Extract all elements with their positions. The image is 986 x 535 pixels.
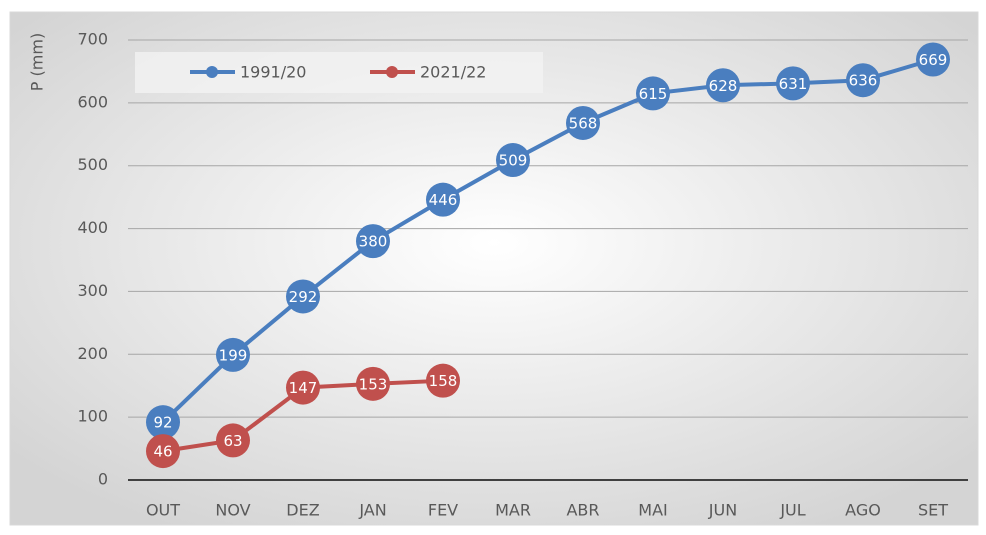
marker	[426, 363, 460, 398]
data-label: 631	[779, 75, 808, 93]
legend-marker	[386, 66, 398, 78]
data-label: 636	[849, 72, 878, 90]
marker	[216, 337, 250, 372]
x-tick-label: SET	[918, 501, 948, 520]
data-label: 615	[639, 85, 668, 103]
data-label: 46	[153, 443, 172, 461]
data-label: 199	[219, 346, 248, 364]
data-label: 509	[499, 152, 528, 170]
marker	[286, 279, 320, 314]
y-tick-label: 500	[77, 155, 108, 174]
x-tick-label: NOV	[215, 501, 250, 520]
data-label: 446	[429, 191, 458, 209]
x-tick-label: OUT	[146, 501, 180, 520]
x-tick-label: JAN	[358, 501, 386, 520]
x-tick-label: JUL	[779, 501, 805, 520]
data-label: 63	[223, 432, 242, 450]
marker	[356, 224, 390, 259]
y-tick-label: 700	[77, 30, 108, 49]
marker	[286, 370, 320, 405]
legend-label: 2021/22	[420, 63, 486, 82]
marker	[846, 63, 880, 98]
marker	[566, 105, 600, 140]
y-tick-label: 400	[77, 218, 108, 237]
marker	[496, 143, 530, 178]
data-label: 158	[429, 372, 458, 390]
marker	[146, 434, 180, 469]
data-label: 628	[709, 77, 738, 95]
data-label: 92	[153, 414, 172, 432]
marker	[216, 423, 250, 458]
x-tick-label: DEZ	[286, 501, 319, 520]
data-label: 153	[359, 375, 388, 393]
marker	[706, 68, 740, 103]
marker	[356, 366, 390, 401]
x-tick-label: FEV	[428, 501, 458, 520]
data-label: 669	[919, 51, 948, 69]
x-tick-label: MAR	[495, 501, 531, 520]
data-label: 380	[359, 233, 388, 251]
y-tick-label: 0	[98, 470, 108, 489]
marker	[636, 76, 670, 111]
data-label: 292	[289, 288, 318, 306]
legend-marker	[206, 66, 218, 78]
y-axis-label: P (mm)	[28, 33, 47, 91]
y-tick-label: 200	[77, 344, 108, 363]
marker	[776, 66, 810, 101]
y-tick-label: 300	[77, 281, 108, 300]
marker	[426, 182, 460, 217]
y-tick-label: 100	[77, 407, 108, 426]
y-tick-label: 600	[77, 92, 108, 111]
data-label: 568	[569, 114, 598, 132]
marker	[146, 405, 180, 440]
x-tick-label: JUN	[708, 501, 737, 520]
data-label: 147	[289, 379, 318, 397]
x-tick-label: ABR	[566, 501, 599, 520]
marker	[916, 42, 950, 77]
x-tick-label: MAI	[638, 501, 667, 520]
legend-label: 1991/20	[240, 63, 306, 82]
x-tick-label: AGO	[845, 501, 881, 520]
